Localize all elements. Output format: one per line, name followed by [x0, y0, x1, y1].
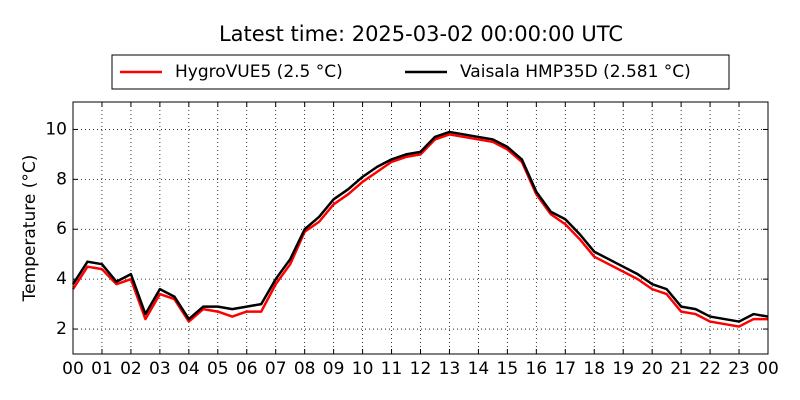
y-tick-label: 10: [45, 119, 67, 139]
x-tick-label: 16: [526, 359, 548, 379]
x-tick-label: 01: [91, 359, 113, 379]
x-tick-label: 04: [178, 359, 200, 379]
x-tick-label: 10: [352, 359, 374, 379]
x-tick-label: 14: [468, 359, 490, 379]
x-tick-label: 05: [207, 359, 229, 379]
x-tick-label: 19: [612, 359, 634, 379]
y-tick-label: 8: [56, 169, 67, 189]
series-line: [71, 133, 768, 328]
legend-label: HygroVUE5 (2.5 °C): [175, 62, 343, 82]
x-tick-label: 21: [670, 359, 692, 379]
y-tick-label: 6: [56, 219, 67, 239]
x-tick-label: 11: [381, 359, 403, 379]
y-axis-label: Temperature (°C): [20, 155, 40, 303]
x-tick-label: 06: [236, 359, 258, 379]
x-tick-label: 02: [120, 359, 142, 379]
x-tick-label: 00: [757, 359, 779, 379]
series-line: [71, 130, 769, 323]
x-tick-label: 09: [323, 359, 345, 379]
x-tick-label: 23: [728, 359, 750, 379]
x-tick-label: 00: [62, 359, 84, 379]
x-tick-label: 13: [439, 359, 461, 379]
y-tick-label: 2: [56, 319, 67, 339]
x-tick-label: 12: [410, 359, 432, 379]
x-tick-label: 20: [641, 359, 663, 379]
x-tick-label: 08: [294, 359, 316, 379]
x-tick-label: 03: [149, 359, 171, 379]
x-tick-label: 07: [265, 359, 287, 379]
y-tick-label: 4: [56, 269, 67, 289]
x-tick-label: 18: [583, 359, 605, 379]
chart-title: Latest time: 2025-03-02 00:00:00 UTC: [219, 22, 623, 46]
x-tick-label: 22: [699, 359, 721, 379]
x-tick-label: 15: [497, 359, 519, 379]
plot-frame: [72, 101, 769, 355]
x-tick-label: 17: [554, 359, 576, 379]
legend-label: Vaisala HMP35D (2.581 °C): [460, 62, 691, 82]
